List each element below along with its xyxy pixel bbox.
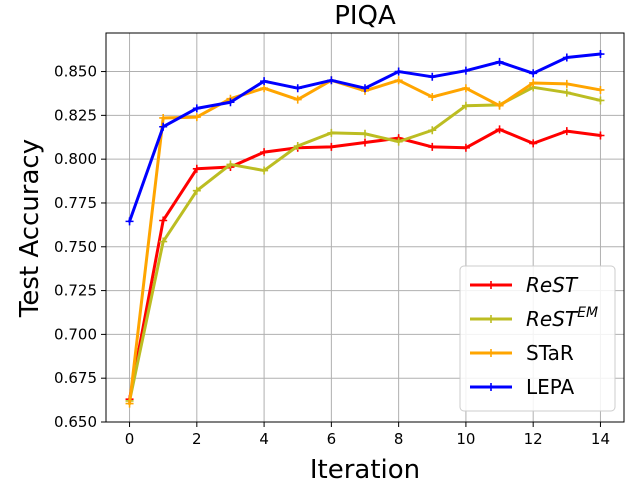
data-point-marker: [260, 77, 269, 86]
data-point-marker: [361, 84, 369, 93]
data-point-marker: [428, 92, 437, 101]
legend-label-superscript: EM: [577, 305, 598, 321]
data-point-marker: [495, 125, 504, 134]
data-point-marker: [596, 85, 605, 94]
data-point-marker: [428, 142, 437, 151]
tick-layer: 0 2 4 6 8 10 12 14 0.650 0.675 0.700 0.725 0.750 0.77…: [54, 63, 610, 448]
data-point-marker: [529, 139, 538, 148]
data-point-marker: [394, 137, 403, 146]
plot-area-frame: [105, 32, 625, 423]
series-lepa: [125, 50, 605, 226]
data-point-marker: [562, 88, 571, 97]
x-tick-label: 0: [125, 430, 135, 448]
y-tick-label: 0.750: [54, 238, 97, 256]
data-point-marker: [461, 143, 470, 152]
data-point-marker: [192, 164, 201, 173]
legend-label-text: ReST: [526, 307, 579, 331]
data-point-marker: [192, 186, 201, 195]
legend-label: STaR: [526, 341, 574, 365]
legend-box: [459, 265, 616, 412]
data-point-marker: [596, 50, 605, 59]
legend-marker: [487, 383, 495, 391]
data-point-marker: [428, 72, 437, 81]
data-point-marker: [192, 104, 201, 113]
legend-item: LEPA: [470, 375, 575, 399]
data-point-marker: [327, 76, 336, 85]
data-point-marker: [495, 57, 504, 66]
data-point-marker: [394, 76, 403, 85]
legend-item: STaR: [470, 341, 574, 365]
data-point-marker: [327, 128, 336, 137]
data-point-marker: [260, 148, 269, 157]
legend-marker: [487, 315, 495, 323]
data-point-marker: [529, 69, 538, 78]
y-tick-label: 0.700: [54, 325, 97, 343]
data-point-marker: [125, 399, 134, 408]
legend-label-text: STaR: [526, 341, 574, 365]
data-point-marker: [293, 84, 302, 93]
y-tick-label: 0.650: [54, 413, 97, 431]
data-point-marker: [260, 166, 269, 175]
legend-label-text: ReST: [526, 273, 579, 297]
x-tick-label: 10: [456, 430, 475, 448]
data-point-marker: [394, 67, 403, 76]
data-point-marker: [226, 160, 235, 169]
data-point-marker: [226, 98, 235, 107]
data-point-marker: [125, 217, 134, 226]
data-point-marker: [428, 126, 437, 135]
data-point-marker: [159, 113, 168, 122]
legend-item: ReSTEM: [470, 305, 598, 331]
data-point-marker: [562, 53, 571, 62]
legend-item: ReST: [470, 273, 579, 297]
data-point-marker: [361, 129, 369, 138]
data-point-marker: [260, 84, 269, 93]
data-point-marker: [529, 78, 538, 87]
legend-label: LEPA: [526, 375, 575, 399]
x-tick-label: 2: [192, 430, 202, 448]
data-point-marker: [293, 95, 302, 104]
y-tick-label: 0.825: [54, 106, 97, 124]
y-tick-label: 0.775: [54, 194, 97, 212]
legend-label: ReST: [526, 273, 579, 297]
x-tick-label: 12: [524, 430, 543, 448]
data-point-marker: [596, 96, 605, 105]
data-point-marker: [461, 101, 470, 110]
data-point-marker: [159, 122, 168, 131]
x-tick-label: 4: [259, 430, 269, 448]
data-point-marker: [596, 131, 605, 140]
data-point-marker: [293, 142, 302, 151]
legend-label-text: LEPA: [526, 375, 575, 399]
y-tick-label: 0.800: [54, 150, 97, 168]
chart-title: PIQA: [334, 1, 396, 31]
data-point-marker: [192, 113, 201, 122]
x-tick-label: 6: [327, 430, 337, 448]
x-tick-label: 14: [591, 430, 610, 448]
x-tick-label: 8: [394, 430, 404, 448]
data-point-marker: [159, 216, 168, 225]
data-point-marker: [159, 237, 168, 246]
legend-label: ReSTEM: [526, 305, 598, 331]
y-tick-label: 0.725: [54, 282, 97, 300]
data-point-marker: [361, 138, 369, 147]
data-point-marker: [461, 66, 470, 75]
data-point-marker: [461, 84, 470, 93]
data-point-marker: [327, 142, 336, 151]
data-point-marker: [562, 127, 571, 136]
x-axis-title: Iteration: [310, 455, 420, 482]
y-tick-label: 0.850: [54, 63, 97, 81]
y-tick-label: 0.675: [54, 369, 97, 387]
data-point-marker: [495, 101, 504, 110]
legend-marker: [487, 281, 495, 289]
data-point-marker: [562, 79, 571, 88]
legend-marker: [487, 349, 495, 357]
y-axis-title: Test Accuracy: [15, 139, 45, 318]
series-layer: [125, 50, 605, 408]
